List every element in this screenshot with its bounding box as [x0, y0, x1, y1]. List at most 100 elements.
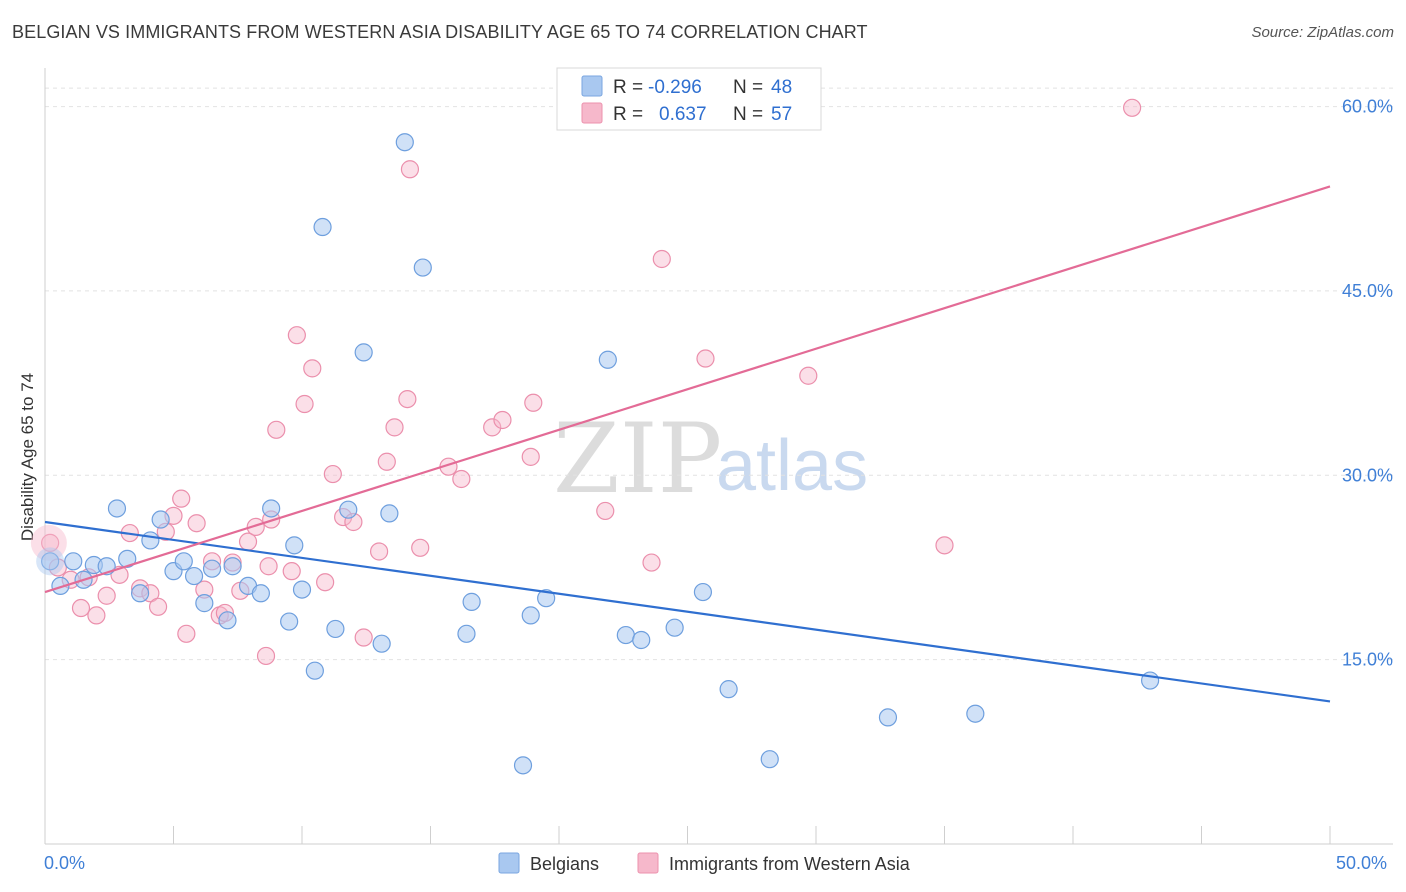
- western-asia-point: [652, 249, 671, 269]
- western-asia-point: [642, 553, 661, 572]
- western-asia-point: [411, 538, 430, 557]
- bottom-legend-label-western-asia: Immigrants from Western Asia: [669, 854, 911, 874]
- x-tick-label-min: 0.0%: [44, 853, 85, 873]
- belgians-point: [218, 611, 237, 630]
- x-tick-label-max: 50.0%: [1336, 853, 1387, 873]
- western-asia-point: [87, 606, 106, 625]
- belgians-point: [184, 566, 204, 586]
- belgians-trend-line: [44, 520, 1331, 703]
- belgians-point: [51, 576, 70, 596]
- belgians-point: [719, 680, 738, 699]
- legend-r-label-2: R =: [613, 104, 643, 125]
- y-tick-label: 45.0%: [1342, 281, 1393, 301]
- western-asia-point: [287, 326, 306, 345]
- bottom-legend-swatch-belgians: [498, 852, 520, 874]
- legend-n-value-2: 57: [771, 104, 792, 125]
- western-asia-point: [452, 469, 471, 489]
- belgians-point: [537, 589, 556, 608]
- belgians-point: [339, 500, 358, 519]
- y-tick-labels: 15.0% 30.0% 45.0% 60.0%: [1342, 97, 1393, 670]
- western-asia-point: [370, 542, 389, 561]
- western-asia-point: [935, 536, 954, 555]
- belgians-point: [202, 559, 222, 578]
- series-legend: Belgians Immigrants from Western Asia: [498, 852, 911, 874]
- belgians-point: [513, 756, 533, 775]
- western-asia-point: [187, 514, 206, 533]
- western-asia-point: [521, 447, 540, 466]
- legend-n-label-1: N =: [733, 77, 763, 98]
- western-asia-trend-line: [44, 185, 1331, 594]
- legend-r-value-2: 0.637: [659, 104, 707, 125]
- western-asia-point: [385, 418, 404, 437]
- western-asia-point: [596, 501, 615, 521]
- western-asia-point: [1123, 98, 1142, 117]
- belgians-point: [395, 133, 414, 152]
- x-ticks: [44, 826, 1331, 844]
- western-asia-point: [696, 349, 715, 368]
- western-asia-point: [267, 420, 286, 439]
- western-asia-point: [256, 646, 276, 666]
- belgians-point: [598, 350, 617, 369]
- belgians-point: [280, 612, 299, 631]
- legend-r-label-1: R =: [613, 77, 643, 98]
- legend-r-value-1: -0.296: [648, 77, 702, 98]
- western-asia-point: [148, 597, 168, 616]
- belgians-point: [195, 594, 214, 613]
- belgians-point: [118, 549, 137, 568]
- gridlines: [45, 87, 1393, 661]
- western-asia-cluster: [30, 524, 67, 561]
- belgians-point: [262, 499, 281, 518]
- western-asia-point: [316, 573, 335, 592]
- stats-legend: R = -0.296 N = 48 R = 0.637 N = 57: [556, 67, 822, 131]
- y-tick-label: 15.0%: [1342, 650, 1393, 670]
- belgians-point: [380, 504, 399, 523]
- chart-title: BELGIAN VS IMMIGRANTS FROM WESTERN ASIA …: [12, 22, 868, 42]
- legend-n-label-2: N =: [733, 104, 763, 125]
- western-asia-point: [303, 359, 322, 378]
- belgians-point: [665, 618, 684, 637]
- belgians-point: [174, 552, 193, 571]
- belgians-point: [632, 630, 651, 650]
- bottom-legend-label-belgians: Belgians: [530, 854, 599, 874]
- western-asia-point: [493, 410, 512, 430]
- belgians-point: [457, 624, 476, 643]
- belgians-point: [130, 584, 150, 603]
- belgians-point: [285, 536, 304, 555]
- legend-swatch-belgians: [581, 75, 603, 97]
- belgians-point: [107, 499, 127, 518]
- belgians-point: [292, 580, 312, 599]
- belgians-point: [64, 552, 83, 571]
- western-asia-point: [172, 489, 191, 508]
- y-axis-label: Disability Age 65 to 74: [18, 373, 37, 541]
- belgians-point: [760, 750, 779, 769]
- western-asia-point: [295, 394, 314, 414]
- belgians-point: [693, 582, 713, 602]
- western-asia-point: [323, 464, 342, 484]
- western-asia-point: [483, 418, 502, 437]
- belgians-point: [413, 258, 432, 277]
- western-asia-point: [41, 533, 60, 552]
- belgians-point: [223, 557, 242, 576]
- western-asia-point: [400, 160, 420, 179]
- legend-swatch-western-asia: [581, 102, 603, 124]
- belgians-point: [354, 343, 373, 362]
- western-asia-point: [282, 562, 301, 581]
- western-asia-point: [71, 598, 91, 618]
- watermark-zip: ZIP: [553, 403, 722, 515]
- belgians-point: [521, 606, 540, 625]
- belgians-point: [151, 510, 170, 529]
- belgians-point: [251, 584, 270, 603]
- western-asia-point: [259, 557, 278, 576]
- belgians-cluster: [36, 547, 65, 576]
- belgians-point: [313, 217, 332, 237]
- western-asia-point: [524, 393, 543, 412]
- western-asia-point: [799, 366, 818, 385]
- western-asia-point: [246, 517, 265, 537]
- y-tick-label: 30.0%: [1342, 465, 1393, 485]
- y-tick-label: 60.0%: [1342, 97, 1393, 117]
- belgians-point: [372, 634, 391, 653]
- western-asia-point: [354, 628, 373, 647]
- series-western-asia-points: [30, 98, 1142, 666]
- western-asia-point: [398, 389, 417, 409]
